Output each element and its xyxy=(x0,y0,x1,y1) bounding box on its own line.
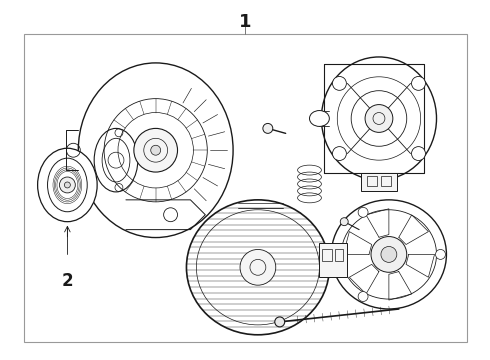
Ellipse shape xyxy=(331,200,446,309)
Circle shape xyxy=(333,76,346,90)
Ellipse shape xyxy=(94,129,138,192)
Bar xyxy=(381,176,391,186)
Circle shape xyxy=(151,145,161,155)
Ellipse shape xyxy=(38,148,97,222)
Circle shape xyxy=(358,292,368,301)
Circle shape xyxy=(436,249,445,260)
Bar xyxy=(367,176,377,186)
Text: 1: 1 xyxy=(239,13,251,31)
Circle shape xyxy=(371,237,407,272)
Circle shape xyxy=(134,129,177,172)
Bar xyxy=(361,173,397,191)
Circle shape xyxy=(412,147,425,161)
Ellipse shape xyxy=(310,111,329,126)
Circle shape xyxy=(333,147,346,161)
Circle shape xyxy=(340,218,348,226)
Circle shape xyxy=(381,247,397,262)
Circle shape xyxy=(365,105,393,132)
Bar xyxy=(319,243,347,277)
Text: 2: 2 xyxy=(62,272,73,290)
Ellipse shape xyxy=(187,200,329,335)
Bar xyxy=(335,249,343,261)
Circle shape xyxy=(59,177,75,193)
Circle shape xyxy=(263,123,273,133)
Circle shape xyxy=(64,182,71,188)
Circle shape xyxy=(240,249,276,285)
Circle shape xyxy=(412,76,425,90)
Ellipse shape xyxy=(78,63,233,238)
Ellipse shape xyxy=(321,57,437,180)
Bar xyxy=(322,249,332,261)
Circle shape xyxy=(358,207,368,217)
Circle shape xyxy=(275,317,285,327)
Bar xyxy=(24,34,467,342)
